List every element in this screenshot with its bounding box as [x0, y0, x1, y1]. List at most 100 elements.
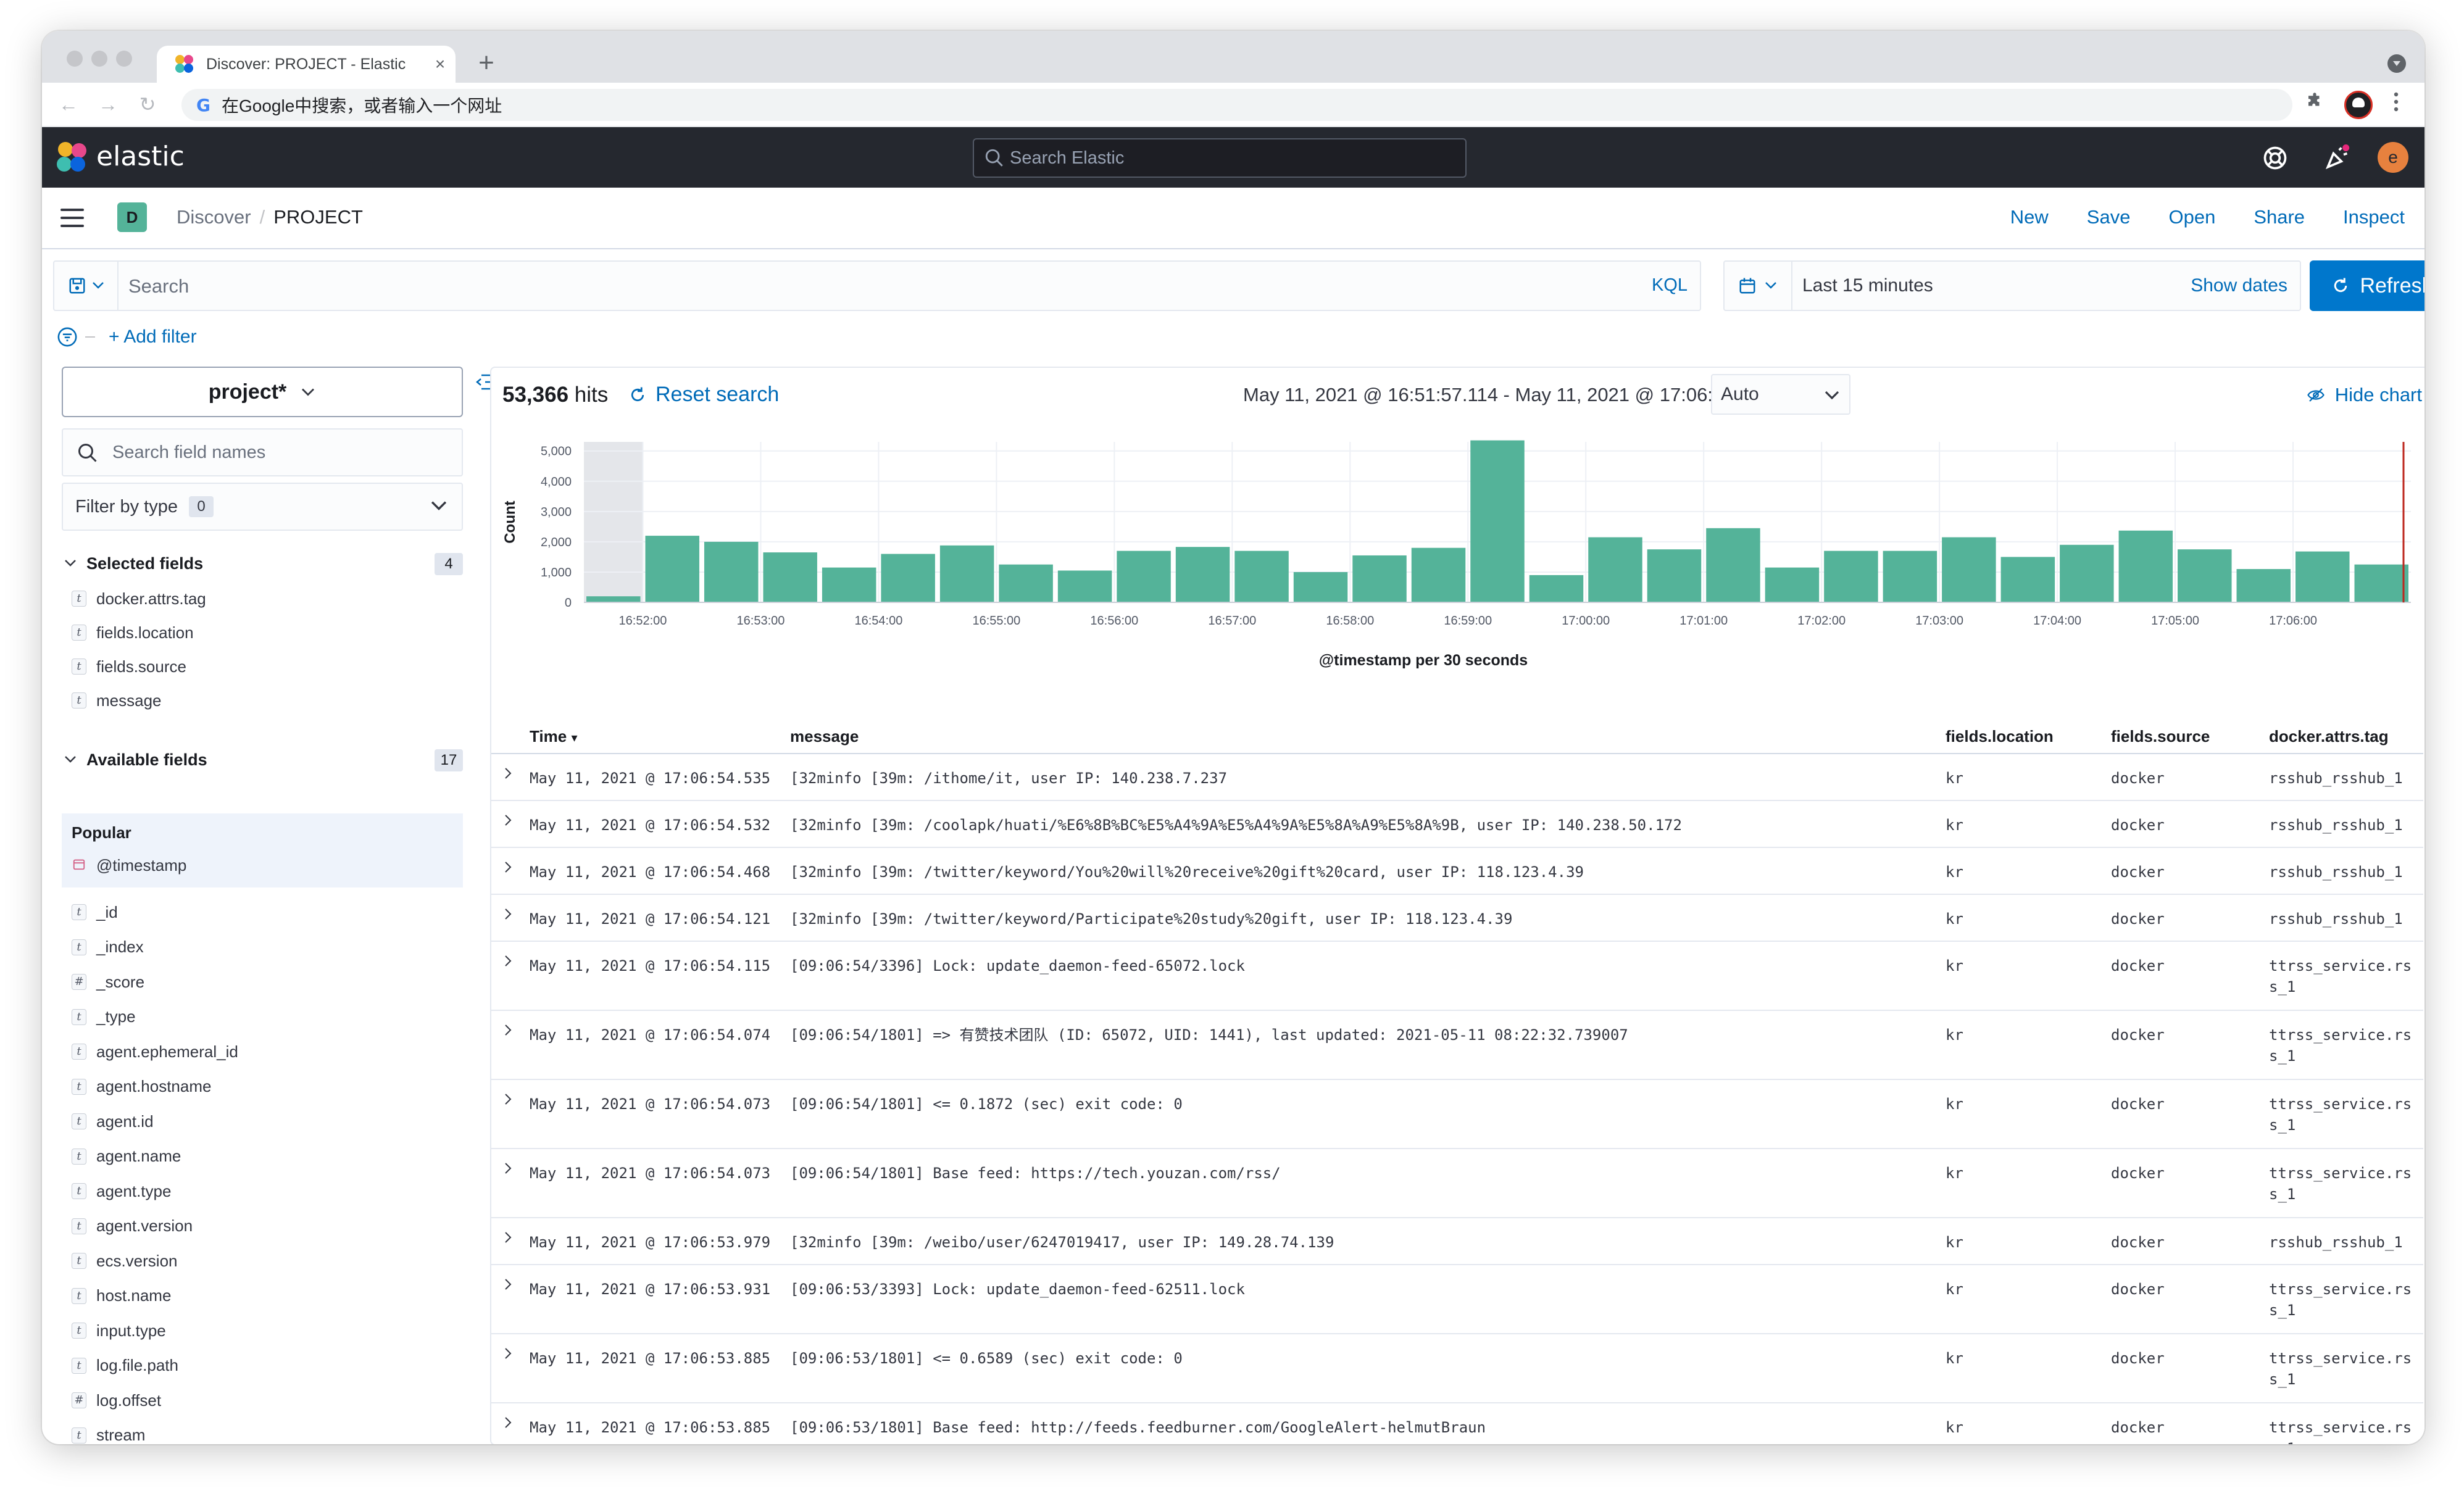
- field-list-item[interactable]: t agent.version: [72, 1209, 193, 1244]
- histogram-bar[interactable]: [1529, 575, 1584, 602]
- histogram-bar[interactable]: [1942, 537, 1996, 602]
- table-row[interactable]: May 11, 2021 @ 17:06:54.074 [09:06:54/180…: [491, 1011, 2423, 1080]
- help-lifebuoy-icon[interactable]: [2262, 144, 2289, 172]
- minimize-window-button[interactable]: [91, 51, 107, 67]
- field-list-item[interactable]: t _type: [72, 1000, 136, 1034]
- reset-search-button[interactable]: Reset search: [628, 383, 779, 407]
- table-row[interactable]: May 11, 2021 @ 17:06:54.115 [09:06:54/339…: [491, 942, 2423, 1011]
- column-header-tag[interactable]: docker.attrs.tag: [2269, 727, 2389, 746]
- histogram-bar[interactable]: [881, 554, 935, 602]
- field-list-item[interactable]: t agent.hostname: [72, 1070, 211, 1104]
- histogram-chart[interactable]: 0 1,000 2,000 3,000 4,000 5,000 16:52:00 16:53:…: [491, 430, 2424, 713]
- maximize-window-button[interactable]: [116, 51, 132, 67]
- newsfeed-icon[interactable]: [2323, 144, 2350, 172]
- chevron-right-icon[interactable]: [501, 1345, 515, 1361]
- chevron-right-icon[interactable]: [501, 1091, 515, 1107]
- histogram-bar[interactable]: [2178, 549, 2232, 602]
- field-list-item[interactable]: @timestamp: [72, 848, 186, 883]
- histogram-bar[interactable]: [1883, 551, 1937, 602]
- add-filter-button[interactable]: + Add filter: [109, 326, 197, 347]
- forward-arrow-icon[interactable]: →: [98, 93, 118, 115]
- table-row[interactable]: May 11, 2021 @ 17:06:54.073 [09:06:54/180…: [491, 1080, 2423, 1149]
- chevron-right-icon[interactable]: [501, 1415, 515, 1431]
- show-dates-button[interactable]: Show dates: [2191, 275, 2287, 296]
- histogram-bar[interactable]: [939, 545, 994, 602]
- field-list-item[interactable]: t ecs.version: [72, 1244, 178, 1278]
- histogram-bar[interactable]: [1588, 537, 1642, 602]
- column-header-location[interactable]: fields.location: [1946, 727, 2054, 746]
- chevron-right-icon[interactable]: [501, 765, 515, 781]
- chrome-profile-avatar[interactable]: [2344, 91, 2373, 119]
- histogram-bar[interactable]: [1234, 551, 1289, 602]
- field-list-item[interactable]: t host.name: [72, 1279, 171, 1313]
- save-button[interactable]: Save: [2086, 206, 2131, 228]
- kql-toggle-button[interactable]: KQL: [1651, 275, 1688, 295]
- field-list-item[interactable]: t fields.location: [72, 615, 194, 650]
- query-input[interactable]: Search: [128, 275, 189, 297]
- field-list-item[interactable]: t agent.id: [72, 1104, 154, 1139]
- address-bar[interactable]: G 在Google中搜索，或者输入一个网址: [181, 89, 2292, 121]
- chevron-right-icon[interactable]: [501, 1276, 515, 1292]
- back-arrow-icon[interactable]: ←: [59, 93, 78, 115]
- histogram-bar[interactable]: [763, 552, 817, 602]
- histogram-bar[interactable]: [999, 564, 1053, 602]
- chevron-right-icon[interactable]: [501, 953, 515, 969]
- sort-down-icon[interactable]: ▾: [571, 731, 578, 745]
- field-list-item[interactable]: t agent.name: [72, 1139, 181, 1174]
- field-list-item[interactable]: # log.offset: [72, 1383, 161, 1418]
- field-list-item[interactable]: t message: [72, 683, 162, 718]
- chevron-right-icon[interactable]: [501, 1160, 515, 1176]
- column-header-message[interactable]: message: [790, 727, 859, 746]
- field-list-item[interactable]: t stream: [72, 1418, 145, 1444]
- column-header-source[interactable]: fields.source: [2111, 727, 2210, 746]
- histogram-bar[interactable]: [1706, 528, 1760, 602]
- selected-fields-header[interactable]: Selected fields 4: [62, 549, 463, 578]
- elastic-logo-icon[interactable]: [57, 142, 88, 173]
- histogram-bar[interactable]: [1293, 571, 1348, 602]
- histogram-bar[interactable]: [2354, 564, 2408, 602]
- index-pattern-selector[interactable]: project*: [62, 367, 463, 417]
- histogram-bar[interactable]: [2060, 544, 2114, 602]
- chevron-right-icon[interactable]: [501, 1229, 515, 1245]
- breadcrumb-discover[interactable]: Discover: [177, 206, 251, 228]
- new-button[interactable]: New: [2010, 206, 2049, 228]
- field-search-input[interactable]: Search field names: [62, 428, 463, 476]
- table-row[interactable]: May 11, 2021 @ 17:06:53.979 [32minfo [39…: [491, 1218, 2423, 1265]
- histogram-bar[interactable]: [2000, 557, 2055, 602]
- field-list-item[interactable]: t agent.type: [72, 1174, 171, 1208]
- table-row[interactable]: May 11, 2021 @ 17:06:54.121 [32minfo [39…: [491, 895, 2423, 942]
- global-search-input[interactable]: Search Elastic: [973, 138, 1467, 178]
- inspect-button[interactable]: Inspect: [2343, 206, 2405, 228]
- share-button[interactable]: Share: [2254, 206, 2305, 228]
- open-button[interactable]: Open: [2168, 206, 2216, 228]
- table-row[interactable]: May 11, 2021 @ 17:06:54.535 [32minfo [39…: [491, 754, 2423, 801]
- histogram-bar[interactable]: [2118, 530, 2173, 602]
- histogram-bar[interactable]: [645, 536, 699, 602]
- field-list-item[interactable]: t _id: [72, 895, 118, 929]
- table-row[interactable]: May 11, 2021 @ 17:06:54.073 [09:06:54/180…: [491, 1149, 2423, 1218]
- field-list-item[interactable]: t input.type: [72, 1313, 166, 1348]
- chevron-right-icon[interactable]: [501, 1022, 515, 1038]
- extensions-puzzle-icon[interactable]: [2301, 91, 2328, 118]
- query-input-box[interactable]: Search KQL: [53, 260, 1701, 311]
- field-list-item[interactable]: t agent.ephemeral_id: [72, 1034, 238, 1069]
- table-row[interactable]: May 11, 2021 @ 17:06:53.931 [09:06:53/339…: [491, 1265, 2423, 1334]
- chevron-right-icon[interactable]: [501, 906, 515, 922]
- field-list-item[interactable]: t fields.source: [72, 649, 186, 684]
- date-picker[interactable]: Last 15 minutes Show dates: [1723, 260, 2301, 311]
- histogram-bar[interactable]: [1057, 570, 1112, 602]
- histogram-bar[interactable]: [1352, 555, 1407, 602]
- histogram-bar[interactable]: [2236, 569, 2291, 602]
- available-fields-header[interactable]: Available fields 17: [62, 746, 463, 774]
- field-list-item[interactable]: # _score: [72, 965, 144, 999]
- elastic-brand[interactable]: elastic: [96, 141, 185, 172]
- date-range-label[interactable]: Last 15 minutes: [1802, 275, 1933, 296]
- histogram-bar[interactable]: [704, 541, 759, 602]
- browser-tab[interactable]: Discover: PROJECT - Elastic ×: [157, 46, 456, 83]
- table-row[interactable]: May 11, 2021 @ 17:06:53.885 [09:06:53/180…: [491, 1334, 2423, 1403]
- histogram-bar[interactable]: [1647, 549, 1702, 602]
- histogram-bar[interactable]: [1765, 567, 1820, 602]
- tab-search-icon[interactable]: [2387, 54, 2406, 73]
- close-window-button[interactable]: [67, 51, 83, 67]
- histogram-bar[interactable]: [2295, 551, 2350, 602]
